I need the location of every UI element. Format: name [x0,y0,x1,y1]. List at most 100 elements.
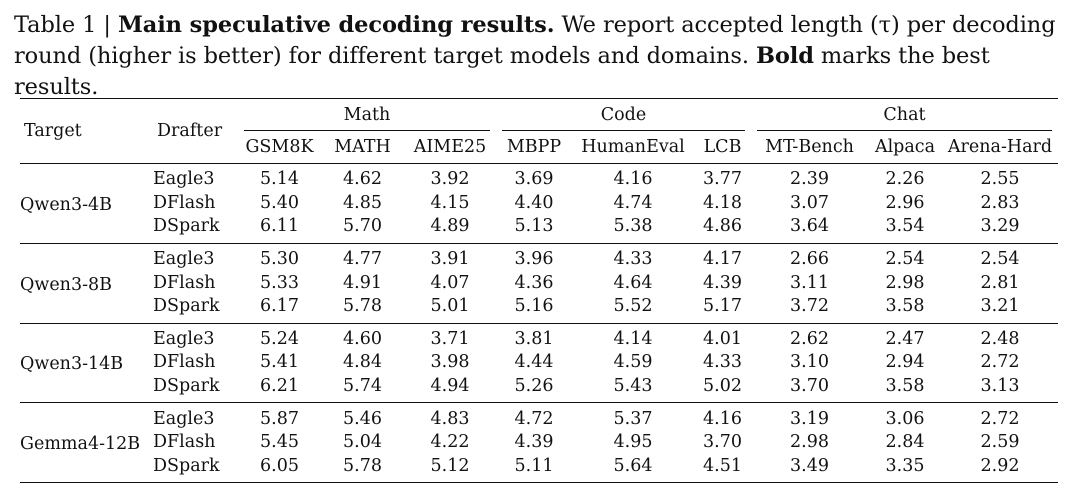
value-cell: 4.16 [613,169,653,190]
value-cell: 4.84 [343,352,382,373]
best-value-cell: 3.64 [790,216,829,237]
value-cell: 4.33 [613,249,653,270]
value-cell: 5.33 [260,272,299,293]
table-caption: Table 1 | Main speculative decoding resu… [14,10,1074,103]
value-cell: 5.45 [260,432,299,453]
best-value-cell: 5.26 [514,376,554,397]
best-value-cell: 4.51 [703,455,742,476]
value-cell: 4.72 [514,408,554,429]
value-cell: 5.87 [260,408,299,429]
value-cell: 5.41 [260,352,299,373]
value-cell: 2.54 [885,249,925,270]
value-cell: 4.14 [613,328,653,349]
drafter-cell: Eagle3 [153,328,215,349]
best-value-cell: 3.58 [885,376,925,397]
value-cell: 5.24 [260,328,299,349]
best-value-cell: 5.64 [613,455,653,476]
value-cell: 2.83 [980,192,1020,213]
dataset-header: HumanEval [581,136,685,157]
value-cell: 3.98 [430,352,470,373]
drafter-cell: DSpark [153,455,220,476]
caption-title: Main speculative decoding results. [117,12,555,38]
best-value-cell: 5.11 [514,455,554,476]
value-cell: 4.15 [430,192,470,213]
best-value-cell: 5.12 [430,455,470,476]
value-cell: 2.48 [980,328,1020,349]
header-drafter: Drafter [157,120,223,141]
header-target: Target [24,120,82,141]
value-cell: 2.39 [790,169,829,190]
best-value-cell: 5.70 [343,216,382,237]
value-cell: 4.07 [430,272,470,293]
best-value-cell: 6.21 [260,376,299,397]
value-cell: 3.11 [790,272,829,293]
value-cell: 4.95 [613,432,653,453]
table-row: DFlash 5.33 4.91 4.07 4.36 4.64 4.39 3.11 2.98 2.… [20,271,1058,295]
value-cell: 4.18 [703,192,742,213]
dataset-header: AIME25 [413,136,487,157]
value-cell: 3.70 [703,432,742,453]
value-cell: 5.14 [260,169,299,190]
value-cell: 4.62 [343,169,382,190]
best-value-cell: 6.05 [260,455,299,476]
table-row: DFlash 5.45 5.04 4.22 4.39 4.95 3.70 2.98 2.84 2.… [20,431,1058,455]
value-cell: 2.98 [790,432,829,453]
best-value-cell: 3.54 [885,216,925,237]
value-cell: 4.60 [343,328,382,349]
value-cell: 2.81 [980,272,1020,293]
value-cell: 3.69 [514,169,554,190]
value-cell: 2.55 [980,169,1020,190]
value-cell: 2.66 [790,249,829,270]
value-cell: 3.07 [790,192,829,213]
value-cell: 2.98 [885,272,925,293]
value-cell: 4.36 [514,272,554,293]
value-cell: 5.04 [343,432,382,453]
table-row: DFlash 5.40 4.85 4.15 4.40 4.74 4.18 3.07 2.96 2.… [20,192,1058,216]
best-value-cell: 4.94 [430,376,470,397]
value-cell: 4.40 [514,192,554,213]
value-cell: 4.01 [703,328,742,349]
target-model-cell: Gemma4-12B [20,434,141,455]
value-cell: 2.72 [980,408,1020,429]
drafter-cell: Eagle3 [153,408,215,429]
best-value-cell: 3.49 [790,455,829,476]
drafter-cell: DSpark [153,376,220,397]
best-value-cell: 5.52 [613,296,653,317]
dataset-header: Arena-Hard [947,136,1053,157]
best-value-cell: 4.86 [703,216,742,237]
header-group-row: Target Drafter Math Code Chat [20,98,1058,141]
best-value-cell: 5.38 [613,216,653,237]
value-cell: 4.59 [613,352,653,373]
value-cell: 3.77 [703,169,742,190]
table-row: DFlash 5.41 4.84 3.98 4.44 4.59 4.33 3.10 2.94 2.… [20,351,1058,375]
dataset-header: MATH [334,136,391,157]
value-cell: 3.81 [514,328,554,349]
best-value-cell: 4.89 [430,216,470,237]
value-cell: 4.22 [430,432,470,453]
value-cell: 2.62 [790,328,829,349]
value-cell: 3.92 [430,169,470,190]
drafter-cell: DFlash [153,192,216,213]
best-value-cell: 6.11 [260,216,299,237]
drafter-cell: DSpark [153,216,220,237]
best-value-cell: 5.78 [343,455,382,476]
value-cell: 4.91 [343,272,382,293]
caption-text-b: marks the best results. [14,43,990,100]
table-row: Qwen3-14B Eagle3 5.24 4.60 3.71 3.81 4.14 4.01 2… [20,323,1058,374]
drafter-cell: DSpark [153,296,220,317]
value-cell: 2.54 [980,249,1020,270]
group-header-math: Math [238,99,496,131]
table-row: Qwen3-4B Eagle3 5.14 4.62 3.92 3.69 4.16 3.77 2.… [20,163,1058,215]
value-cell: 4.16 [703,408,742,429]
best-value-cell: 5.74 [343,376,382,397]
drafter-cell: DFlash [153,352,216,373]
best-value-cell: 5.01 [430,296,470,317]
caption-text-a: We report accepted length (τ) per decodi… [14,12,1056,69]
best-value-cell: 3.21 [980,296,1020,317]
best-value-cell: 5.17 [703,296,742,317]
target-model-cell: Qwen3-4B [20,194,112,215]
drafter-cell: DFlash [153,432,216,453]
value-cell: 4.77 [343,249,382,270]
value-cell: 4.64 [613,272,653,293]
drafter-cell: DFlash [153,272,216,293]
